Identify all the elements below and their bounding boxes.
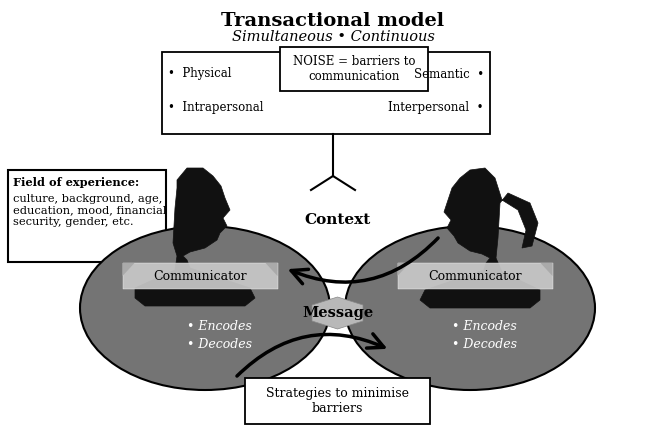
Polygon shape [541, 263, 553, 276]
Text: • Encodes: • Encodes [452, 320, 517, 333]
Polygon shape [123, 263, 135, 276]
Text: NOISE = barriers to
communication: NOISE = barriers to communication [293, 55, 415, 83]
Text: •  Physical: • Physical [168, 67, 232, 80]
Polygon shape [266, 263, 278, 276]
Text: Transactional model: Transactional model [221, 12, 445, 30]
FancyBboxPatch shape [398, 263, 553, 289]
Text: Strategies to minimise
barriers: Strategies to minimise barriers [266, 387, 409, 415]
Ellipse shape [80, 226, 330, 390]
Text: Simultaneous • Continuous: Simultaneous • Continuous [232, 30, 434, 44]
Polygon shape [312, 297, 363, 329]
Text: Message: Message [302, 306, 373, 320]
PathPatch shape [135, 168, 255, 306]
PathPatch shape [420, 168, 540, 308]
Text: Communicator: Communicator [428, 270, 522, 283]
Text: •  Intrapersonal: • Intrapersonal [168, 102, 264, 114]
Text: culture, background, age,
education, mood, financial
security, gender, etc.: culture, background, age, education, moo… [13, 194, 166, 227]
Text: • Decodes: • Decodes [452, 337, 517, 350]
Text: Context: Context [304, 213, 370, 227]
FancyBboxPatch shape [245, 378, 430, 424]
Text: Field of experience:: Field of experience: [13, 177, 139, 188]
Text: Communicator: Communicator [153, 270, 247, 283]
FancyArrowPatch shape [237, 334, 384, 376]
FancyArrowPatch shape [291, 238, 438, 284]
FancyBboxPatch shape [162, 52, 490, 134]
Text: • Decodes: • Decodes [187, 337, 252, 350]
Text: Interpersonal  •: Interpersonal • [388, 102, 484, 114]
Text: • Encodes: • Encodes [187, 320, 252, 333]
Ellipse shape [345, 226, 595, 390]
Text: Semantic  •: Semantic • [414, 67, 484, 80]
FancyBboxPatch shape [8, 170, 166, 262]
FancyBboxPatch shape [280, 47, 428, 91]
Polygon shape [398, 263, 410, 276]
FancyBboxPatch shape [123, 263, 278, 289]
